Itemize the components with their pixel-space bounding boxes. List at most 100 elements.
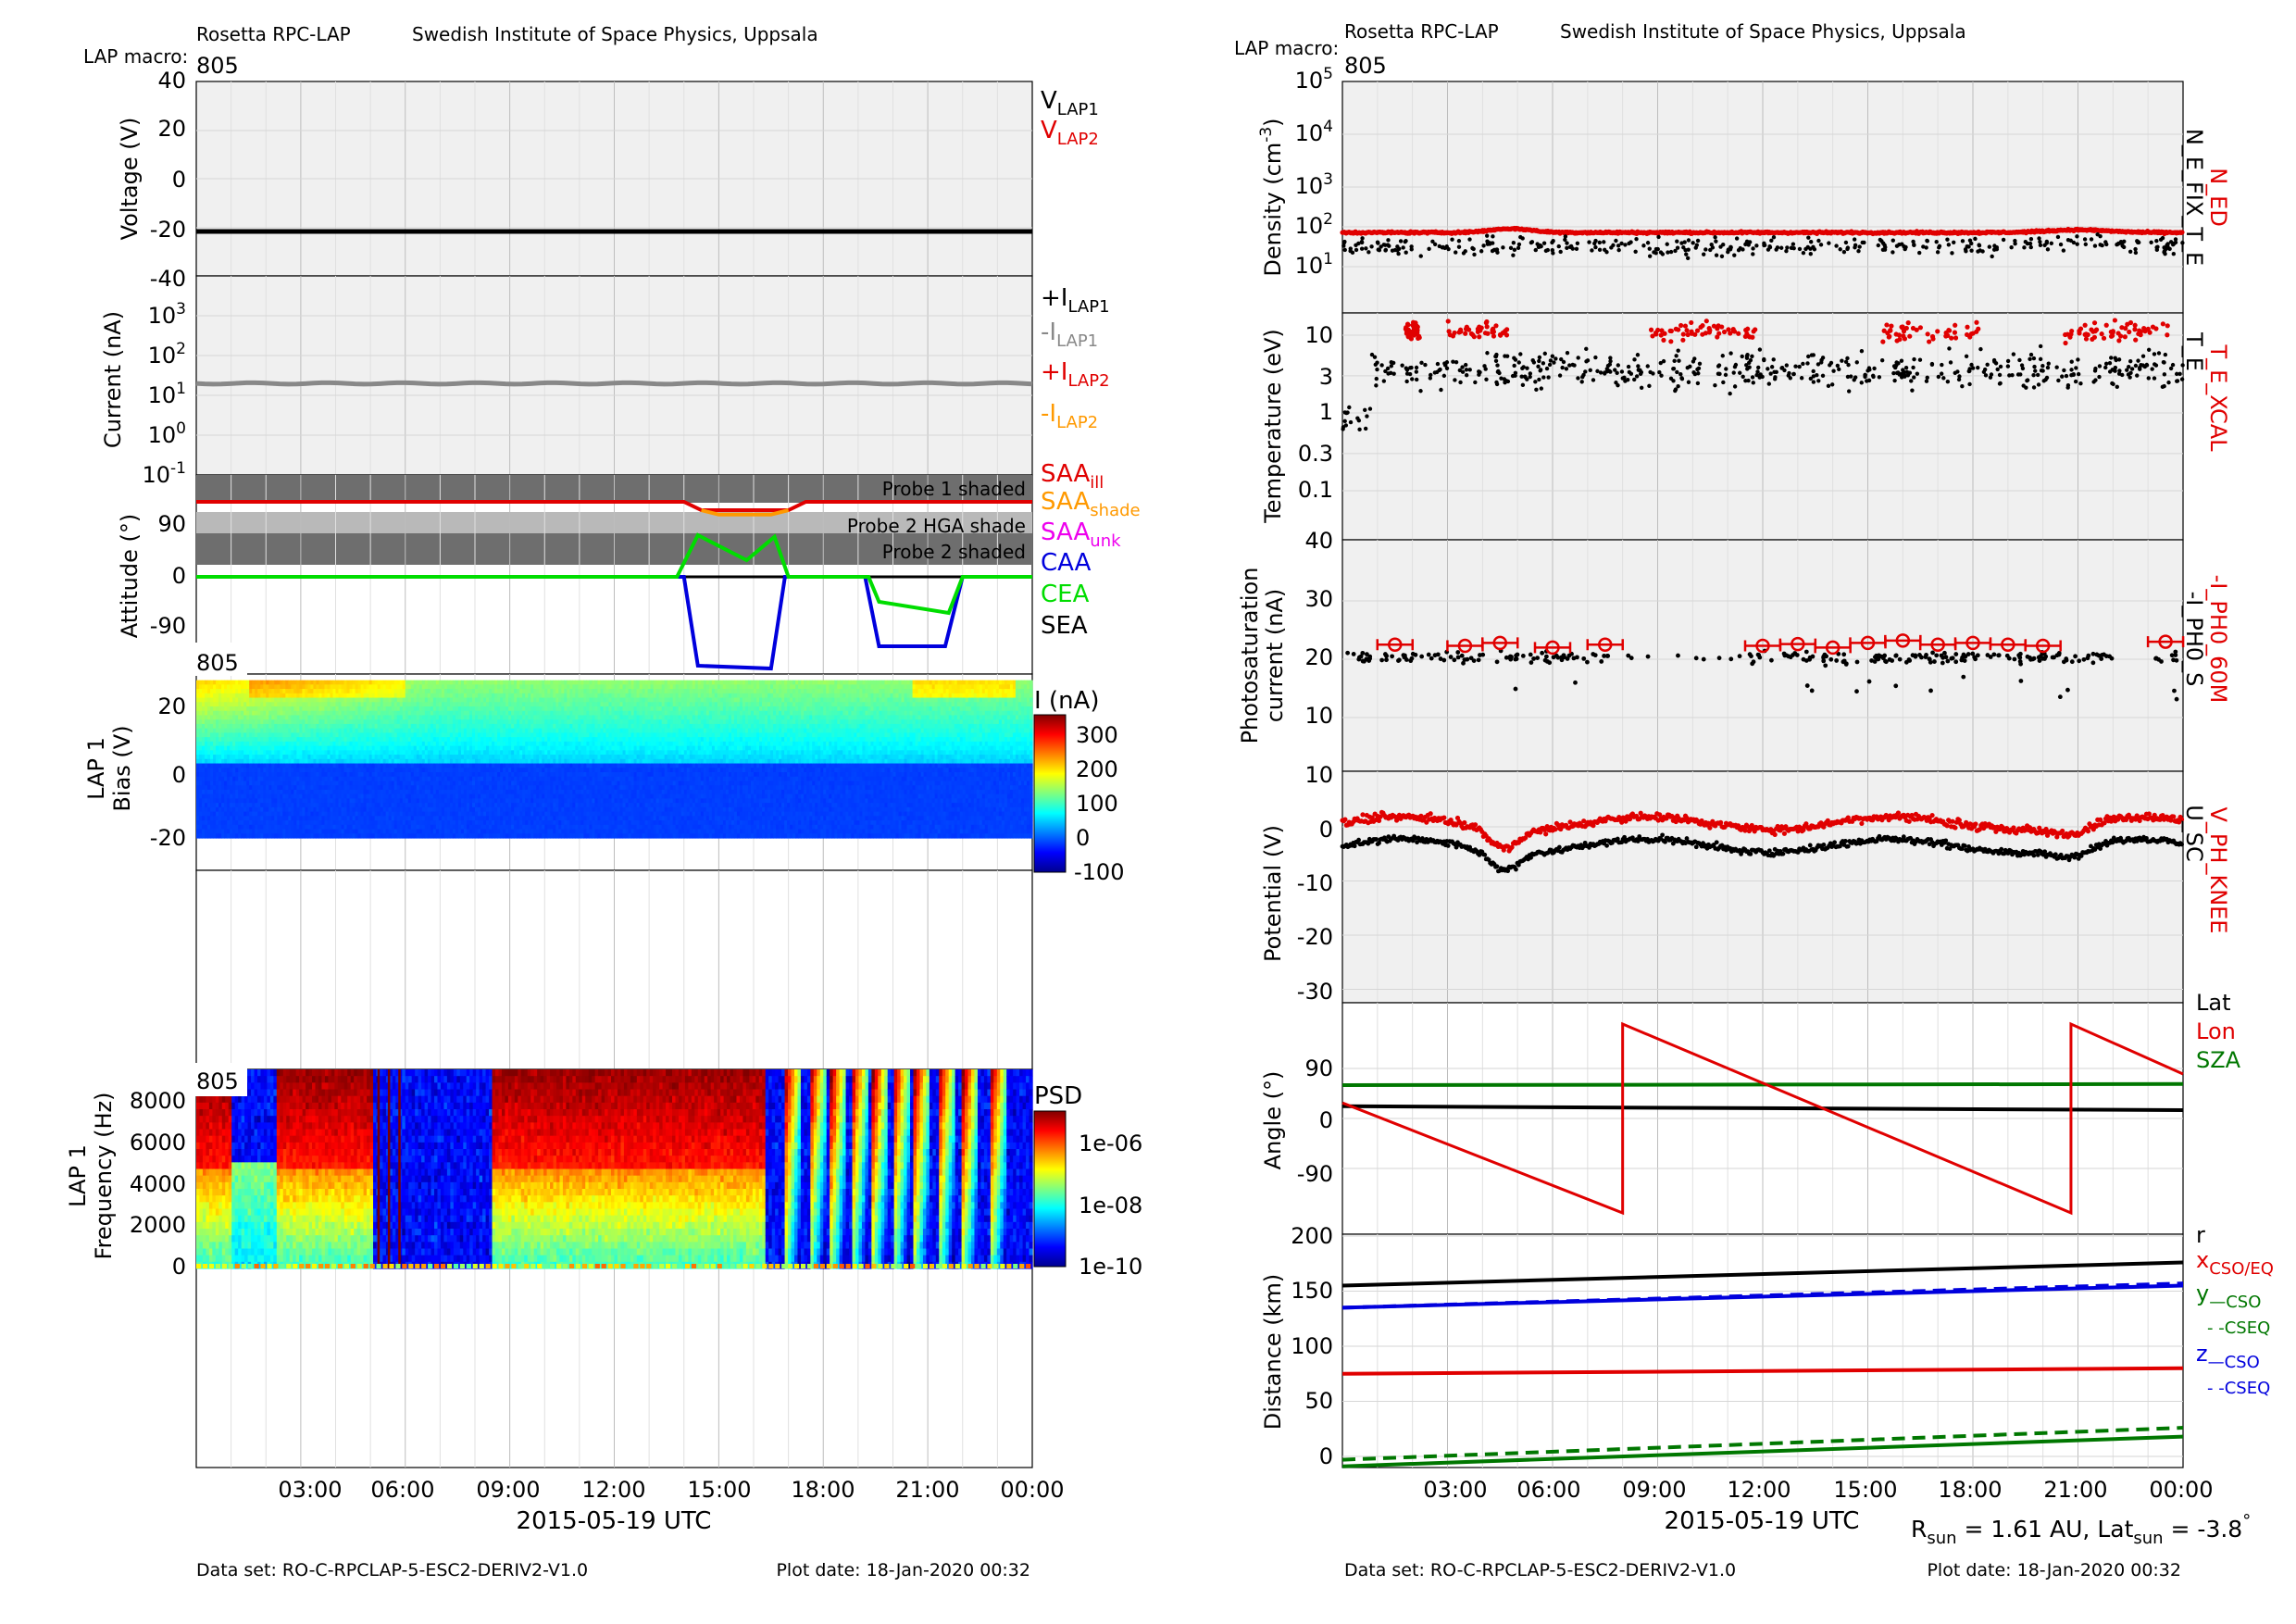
bias-heatmap-cell [241,811,244,817]
bias-heatmap-cell [249,776,253,782]
bias-heatmap-cell [257,697,261,703]
saa-ill-line [196,500,1032,512]
bias-heatmap-cell [291,750,294,756]
bias-heatmap-cell [196,816,200,821]
bias-heatmap-cell [232,824,236,831]
bias-heatmap-cell [293,785,297,791]
bias-heatmap-cell [274,706,278,712]
bias-heatmap-cell [274,755,278,760]
bias-heatmap-cell [207,702,211,707]
bias-heatmap-cell [293,806,297,813]
bias-heatmap-cell [216,737,219,743]
bias-heatmap-cell [218,728,222,733]
bias-heatmap-cell [213,781,217,786]
legend-cea: CEA [1041,581,1090,608]
bias-heatmap-cell [268,697,272,703]
current-ytick: 10-1 [143,459,187,488]
bias-heatmap-cell [299,723,303,730]
bias-heatmap-cell [213,758,217,765]
bias-heatmap-cell [280,732,283,738]
bias-heatmap-cell [285,745,289,751]
bias-heatmap-cell [213,697,217,703]
bias-heatmap-cell [302,833,306,839]
bias-heatmap-cell [257,737,261,743]
bias-heatmap-cell [202,710,206,717]
bias-heatmap-cell [218,781,222,786]
bias-heatmap-cell [291,715,294,720]
bias-heatmap-cell [277,816,281,821]
bias-heatmap-cell [202,789,206,795]
bias-heatmap-cell [216,719,219,725]
bias-heatmap-cell [218,732,222,738]
bias-heatmap-cell [305,811,308,817]
bias-heatmap-cell [280,758,283,765]
bias-heatmap-cell [196,803,200,808]
bias-heatmap-cell [302,689,306,694]
bias-heatmap-cell [232,811,236,817]
bias-heatmap-cell [288,781,292,786]
bias-heatmap-cell [221,758,225,765]
bias-heatmap-cell [252,706,256,712]
bias-heatmap-cell [302,798,306,804]
bias-heatmap-cell [266,776,269,782]
bias-heatmap-cell [305,693,308,699]
bias-heatmap-cell [246,803,250,808]
bias-heatmap-cell [296,829,300,834]
bias-heatmap-cell [293,824,297,831]
bias-heatmap-cell [266,755,269,760]
bias-heatmap-cell [280,789,283,795]
bias-heatmap-cell [285,723,289,730]
bias-heatmap-cell [196,772,200,778]
bias-heatmap-cell [205,710,208,717]
bias-heatmap-cell [263,772,267,778]
bias-heatmap-cell [274,789,278,795]
bias-heatmap-cell [274,833,278,839]
bias-heatmap-cell [263,689,267,694]
bias-heatmap-cell [207,824,211,831]
bias-heatmap-cell [302,820,306,826]
bias-heatmap-cell [252,833,256,839]
bias-heatmap-cell [252,816,256,821]
bias-heatmap-cell [252,755,256,760]
bias-heatmap-cell [249,706,253,712]
bias-heatmap-cell [252,781,256,786]
bias-heatmap-cell [296,758,300,765]
bias-heatmap-cell [216,768,219,773]
bias-heatmap-cell [293,833,297,839]
bias-heatmap-cell [268,715,272,720]
bias-heatmap-cell [202,820,206,826]
bias-heatmap-cell [238,789,242,795]
bias-heatmap-cell [232,741,236,747]
bias-heatmap-cell [199,758,203,765]
bias-heatmap-cell [302,728,306,733]
bias-heatmap-cell [252,824,256,831]
bias-heatmap-cell [291,768,294,773]
bias-heatmap-cell [199,820,203,826]
bias-heatmap-cell [210,768,214,773]
bias-heatmap-cell [257,758,261,765]
bias-heatmap-cell [266,758,269,765]
bias-heatmap-cell [218,803,222,808]
bias-heatmap-cell [266,772,269,778]
bias-heatmap-cell [243,793,247,799]
bias-heatmap-cell [227,706,231,712]
bias-heatmap-cell [255,745,258,751]
bias-heatmap-cell [263,789,267,795]
bias-heatmap-cell [207,772,211,778]
bias-heatmap-cell [263,697,267,703]
bias-heatmap-cell [266,750,269,756]
bias-heatmap-cell [252,789,256,795]
bias-heatmap-cell [277,706,281,712]
bias-heatmap-cell [271,732,275,738]
bias-heatmap-cell [224,750,228,756]
bias-heatmap-cell [260,820,264,826]
bias-heatmap-cell [230,803,233,808]
bias-heatmap-cell [213,772,217,778]
bias-heatmap-cell [291,820,294,826]
bias-heatmap-cell [257,693,261,699]
bias-heatmap-cell [299,833,303,839]
bias-heatmap-cell [293,763,297,768]
bias-heatmap-cell [232,816,236,821]
bias-heatmap-cell [277,772,281,778]
bias-heatmap-cell [213,793,217,799]
